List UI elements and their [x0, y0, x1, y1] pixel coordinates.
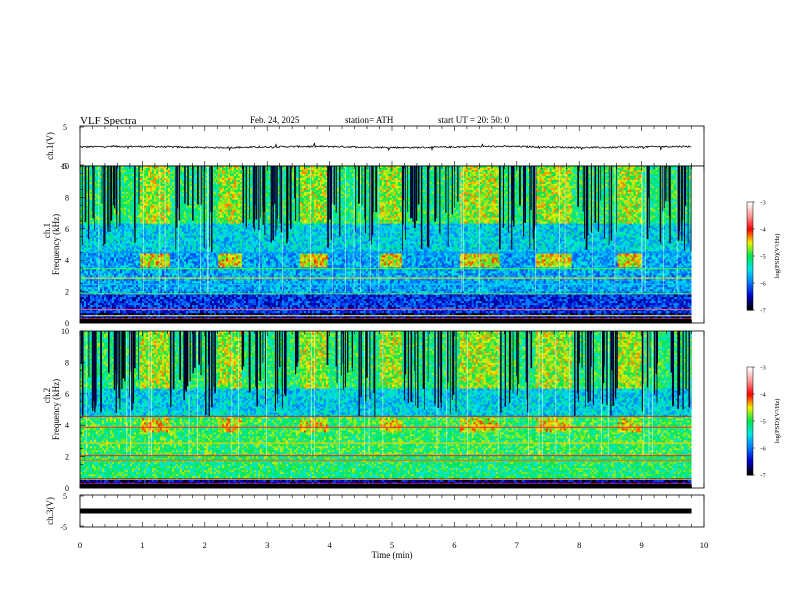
x-tick-label: 10 [700, 540, 709, 550]
ch1-waveform-panel: 5-5ch.1(V) [45, 123, 704, 171]
x-tick-label: 2 [203, 540, 207, 550]
time-axis: 0 1 2 3 4 5 6 7 8 9 10 [78, 540, 708, 550]
x-tick-label: 6 [452, 540, 456, 550]
x-axis-label: Time (min) [372, 550, 413, 560]
colorbar-tick-label: -4 [760, 227, 766, 234]
colorbar-tick-label: -5 [760, 254, 765, 261]
colorbar-ch2: -3 -4 -5 -6 -7 log(PSD)(V²/Hz) [747, 365, 781, 480]
colorbar-tick-label: -7 [760, 308, 766, 315]
y-tick-label: 10 [61, 162, 69, 171]
y-tick-label: 2 [65, 288, 69, 297]
start-time-label: start UT = 20: 50: 0 [438, 115, 510, 125]
date-label: Feb. 24, 2025 [250, 115, 300, 125]
y-tick-label: 2 [65, 453, 69, 462]
y-tick-label: -5 [60, 523, 67, 532]
y-tick-label: 5 [63, 492, 67, 501]
x-tick-label: 1 [140, 540, 144, 550]
y-axis-label: ch.3(V) [45, 497, 55, 525]
spectrogram-image [80, 166, 704, 323]
waveform-trace [80, 509, 692, 514]
ch3-waveform-panel: 5 -5 ch.3(V) [45, 492, 704, 532]
colorbar-tick-label: -4 [760, 392, 766, 399]
colorbar-tick-label: -3 [760, 365, 765, 372]
y-tick-label: 6 [65, 390, 69, 399]
x-tick-label: 9 [639, 540, 643, 550]
colorbar-tick-label: -6 [760, 446, 766, 453]
colorbar-tick-label: -7 [760, 473, 766, 480]
y-tick-label: 4 [65, 421, 69, 430]
colorbar-ch1: -3 -4 -5 -6 -7 log(PSD)(V²/Hz) [747, 200, 781, 315]
colorbar-label: log(PSD)(V²/Hz) [774, 234, 781, 279]
x-tick-label: 7 [515, 540, 519, 550]
y-axis-label: ch.1(V) [45, 132, 55, 160]
y-tick-label: 8 [65, 193, 69, 202]
colorbar-tick-label: -3 [760, 200, 765, 207]
panel-frame [80, 126, 704, 166]
y-tick-label: 8 [65, 358, 69, 367]
station-label: station= ATH [345, 115, 394, 125]
x-tick-label: 4 [327, 540, 332, 550]
colorbar-tick-label: -5 [760, 419, 765, 426]
y-axis-label: Frequency (kHz) [51, 379, 61, 440]
x-tick-label: 3 [265, 540, 269, 550]
colorbar-tick-label: -6 [760, 281, 766, 288]
y-tick-label: 4 [65, 256, 69, 265]
spectrogram-image [80, 331, 704, 488]
y-axis-label: Frequency (kHz) [51, 214, 61, 275]
x-tick-label: 8 [577, 540, 581, 550]
y-tick-label: 10 [61, 327, 69, 336]
y-tick-label: 5 [63, 123, 67, 132]
x-tick-label: 0 [78, 540, 82, 550]
y-tick-label: 6 [65, 225, 69, 234]
figure-title: VLF Spectra [80, 115, 137, 127]
x-tick-label: 5 [390, 540, 394, 550]
colorbar-label: log(PSD)(V²/Hz) [774, 399, 781, 444]
